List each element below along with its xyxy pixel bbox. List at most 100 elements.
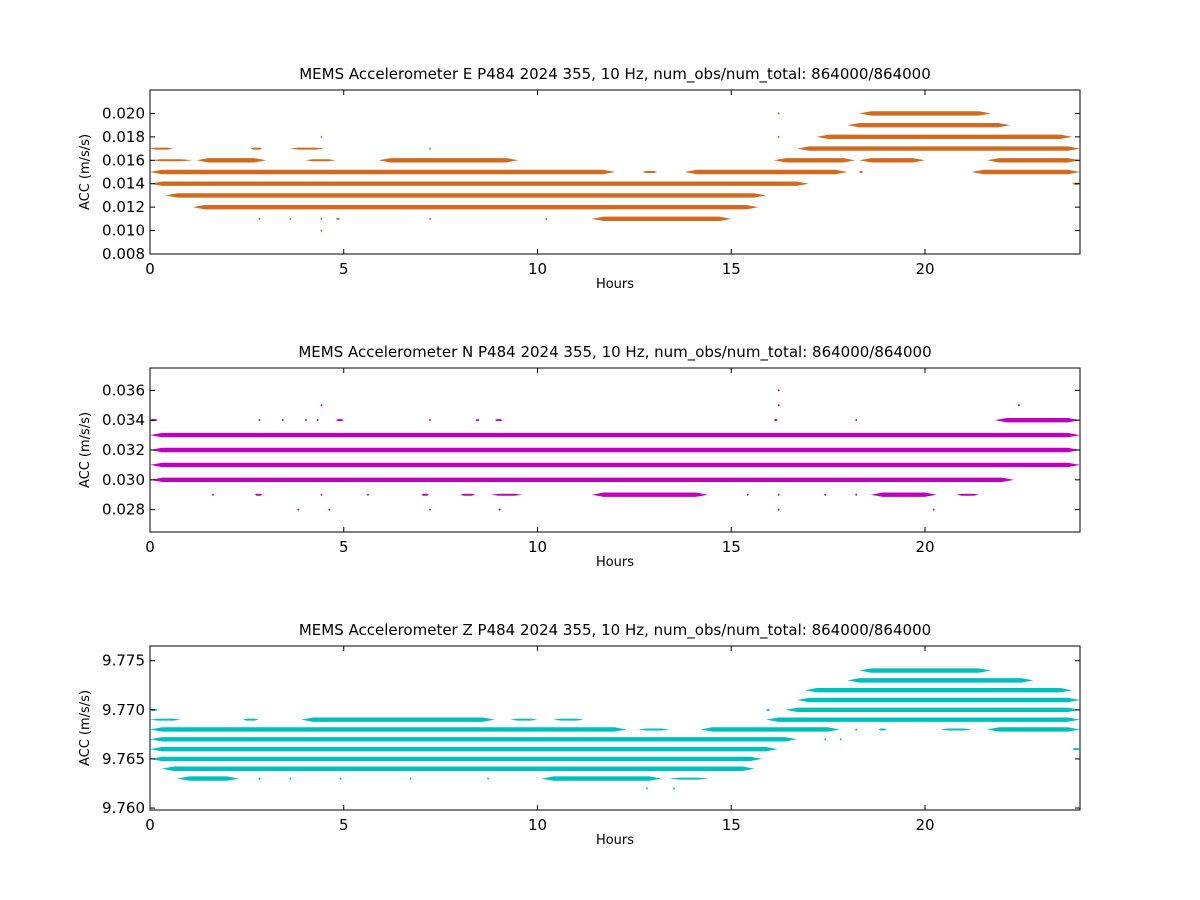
data-band-segment [553, 718, 584, 721]
x-tick-label: 5 [339, 260, 349, 278]
x-tick-label: 15 [722, 538, 741, 556]
data-band-segment [878, 728, 887, 731]
y-tick-label: 0.008 [102, 245, 145, 263]
data-band-segment [150, 737, 798, 742]
data-band-segment [421, 493, 429, 496]
y-tick-label: 0.030 [102, 471, 145, 489]
data-band-segment [545, 217, 548, 220]
data-band-segment [932, 508, 935, 511]
y-axis-label: ACC (m/s/s) [78, 134, 93, 210]
y-tick-label: 0.016 [102, 151, 145, 169]
data-band-segment [510, 718, 538, 721]
data-band-segment [281, 419, 284, 422]
y-tick-label: 9.770 [102, 701, 145, 719]
data-band-segment [475, 419, 480, 422]
data-band-segment [336, 419, 344, 422]
data-band-segment [646, 787, 648, 790]
data-band-segment [367, 493, 369, 496]
y-tick-label: 0.012 [102, 198, 145, 216]
x-tick-label: 20 [915, 816, 934, 834]
data-band-segment [797, 146, 1080, 151]
data-band-segment [987, 158, 1080, 163]
x-tick-label: 10 [528, 816, 547, 834]
data-band-segment [150, 727, 627, 732]
data-band-segment [870, 492, 937, 497]
data-band-segment [971, 169, 1080, 175]
data-band-segment [956, 493, 980, 496]
data-band-segment [847, 678, 1034, 683]
data-band-segment [859, 158, 925, 163]
data-series [150, 111, 1080, 232]
x-tick-label: 20 [915, 538, 934, 556]
chart-title: MEMS Accelerometer Z P484 2024 355, 10 H… [299, 621, 931, 640]
x-tick-label: 15 [722, 260, 741, 278]
data-band-segment [254, 493, 263, 496]
chart-title: MEMS Accelerometer E P484 2024 355, 10 H… [299, 65, 931, 84]
data-band-segment [987, 727, 1080, 732]
data-band-segment [258, 777, 261, 780]
data-band-segment [773, 158, 856, 163]
data-band-segment [316, 419, 319, 422]
axes-frame [149, 89, 1081, 255]
data-band-segment [150, 746, 778, 752]
data-band-segment [378, 158, 519, 163]
data-band-segment [773, 419, 778, 422]
data-band-segment [243, 718, 259, 721]
data-band-segment [766, 717, 1080, 722]
data-band-segment [847, 122, 1011, 128]
data-band-segment [638, 728, 670, 731]
x-tick-label: 0 [145, 260, 155, 278]
data-band-segment [777, 508, 780, 511]
data-band-segment [460, 493, 476, 496]
data-band-segment [429, 147, 431, 150]
data-band-segment [258, 419, 261, 422]
data-band-segment [328, 508, 331, 511]
data-band-segment [289, 217, 292, 220]
data-band-segment [777, 389, 780, 392]
data-band-segment [150, 756, 763, 762]
data-band-segment [859, 668, 991, 673]
y-tick-label: 0.036 [102, 381, 145, 399]
data-band-segment [429, 419, 431, 422]
data-band-segment [161, 766, 755, 771]
x-tick-label: 0 [145, 538, 155, 556]
data-series [150, 389, 1080, 511]
data-band-segment [684, 169, 848, 175]
data-band-segment [150, 477, 1015, 483]
data-band-segment [839, 738, 842, 741]
data-band-segment [766, 708, 770, 711]
data-band-segment [177, 776, 240, 781]
x-tick-label: 10 [528, 260, 547, 278]
subplot-2: 0 5 10 15 20 0.028 0.030 0.032 0.034 0.036 MEMS Ac… [78, 343, 1081, 570]
y-tick-label: 9.775 [102, 652, 145, 670]
data-band-segment [494, 419, 503, 422]
data-band-segment [289, 147, 325, 150]
data-series [150, 668, 1080, 790]
data-band-segment [150, 147, 174, 150]
data-band-segment [150, 169, 615, 175]
axes-frame [149, 645, 1081, 811]
data-band-segment [777, 404, 780, 407]
data-band-segment [816, 134, 1073, 140]
x-tick-label: 0 [145, 816, 155, 834]
data-band-segment [150, 718, 181, 721]
data-band-segment [150, 447, 1080, 453]
x-axis-label: Hours [596, 833, 634, 848]
data-band-segment [855, 493, 858, 496]
data-band-segment [150, 432, 1080, 438]
subplot-1: 0 5 10 15 20 0.008 0.010 0.012 0.014 0.016 0.018 0.… [78, 65, 1081, 292]
data-band-segment [824, 493, 827, 496]
data-band-segment [165, 193, 767, 198]
data-band-segment [859, 171, 863, 173]
data-band-segment [700, 727, 840, 732]
data-band-segment [320, 217, 323, 220]
data-band-segment [150, 159, 193, 162]
data-band-segment [320, 135, 323, 138]
data-band-segment [855, 728, 858, 731]
y-tick-label: 9.765 [102, 750, 145, 768]
data-band-segment [797, 697, 1080, 703]
y-axis-label: ACC (m/s/s) [78, 412, 93, 488]
y-tick-label: 0.010 [102, 222, 145, 240]
y-tick-label: 0.020 [102, 104, 145, 122]
